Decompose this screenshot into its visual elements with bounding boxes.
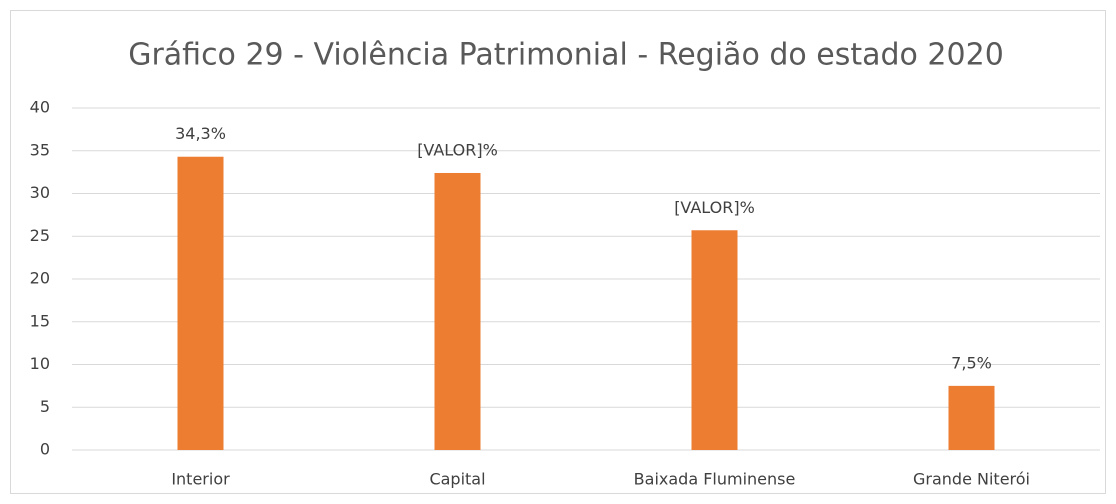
data-label: [VALOR]% [674, 198, 755, 217]
x-tick-label: Grande Niterói [913, 470, 1030, 489]
x-tick-label: Baixada Fluminense [634, 470, 796, 489]
bar [691, 230, 738, 450]
bar [948, 385, 995, 450]
data-label: 7,5% [951, 353, 992, 372]
y-tick-label: 40 [30, 98, 50, 117]
y-tick-label: 20 [30, 269, 50, 288]
y-tick-label: 5 [40, 397, 50, 416]
y-tick-label: 25 [30, 226, 50, 245]
x-tick-label: Interior [171, 470, 230, 489]
chart-title: Gráfico 29 - Violência Patrimonial - Reg… [128, 38, 1004, 73]
y-tick-label: 30 [30, 183, 50, 202]
y-tick-label: 0 [40, 440, 50, 459]
bar [434, 172, 481, 451]
y-tick-label: 10 [30, 354, 50, 373]
y-tick-label: 15 [30, 311, 50, 330]
data-label: [VALOR]% [417, 140, 498, 159]
bar [177, 156, 224, 451]
chart-border [10, 10, 1106, 494]
y-tick-label: 35 [30, 140, 50, 159]
data-label: 34,3% [175, 124, 226, 143]
x-tick-label: Capital [429, 470, 485, 489]
